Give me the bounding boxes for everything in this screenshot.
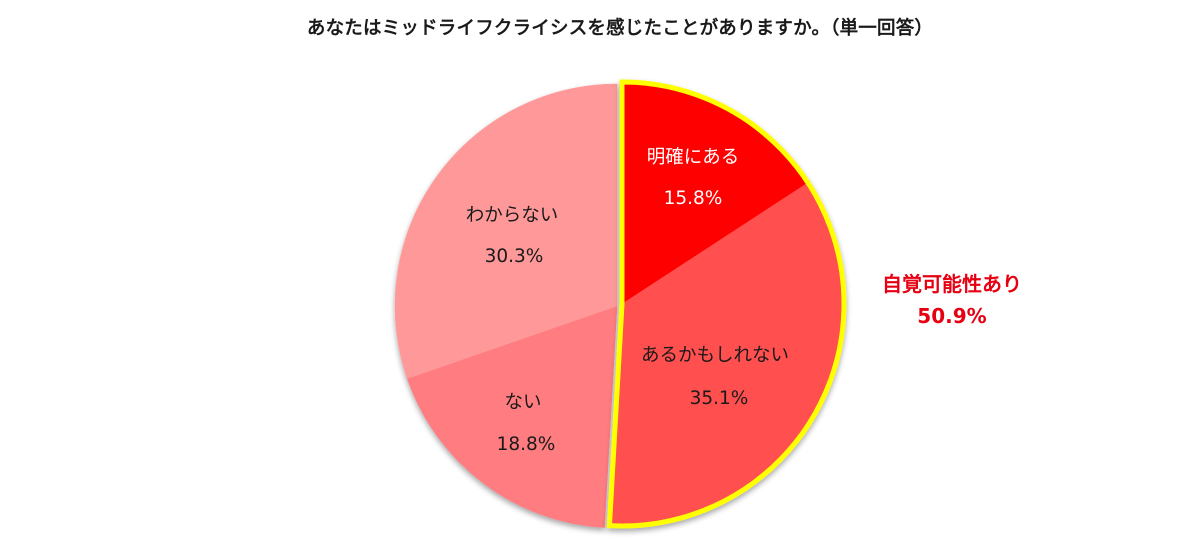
slice-value-meikaku: 15.8% (664, 188, 723, 209)
slice-value-wakaranai: 30.3% (485, 246, 544, 267)
slice-label-wakaranai: わからない (466, 205, 559, 226)
slice-label-nai: ない (504, 392, 541, 413)
slice-label-meikaku: 明確にある (647, 147, 740, 168)
annotation-label: 自覚可能性あり (882, 272, 1022, 296)
highlight-annotation: 自覚可能性あり 50.9% (862, 268, 1042, 332)
slice-value-aru-kamo: 35.1% (690, 388, 749, 409)
highlight-outline (606, 79, 847, 529)
pie-unhighlighted-group (394, 83, 618, 528)
pie-slice-wakaranai[interactable] (394, 83, 618, 379)
pie-slice-nai[interactable] (406, 305, 618, 528)
slice-value-nai: 18.8% (497, 434, 556, 455)
slice-label-aru-kamo: あるかもしれない (641, 345, 789, 366)
annotation-value: 50.9% (917, 304, 987, 328)
chart-title: あなたはミッドライフクライシスを感じたことがありますか。（単一回答） (306, 18, 934, 39)
pie-highlighted-group (606, 79, 847, 529)
